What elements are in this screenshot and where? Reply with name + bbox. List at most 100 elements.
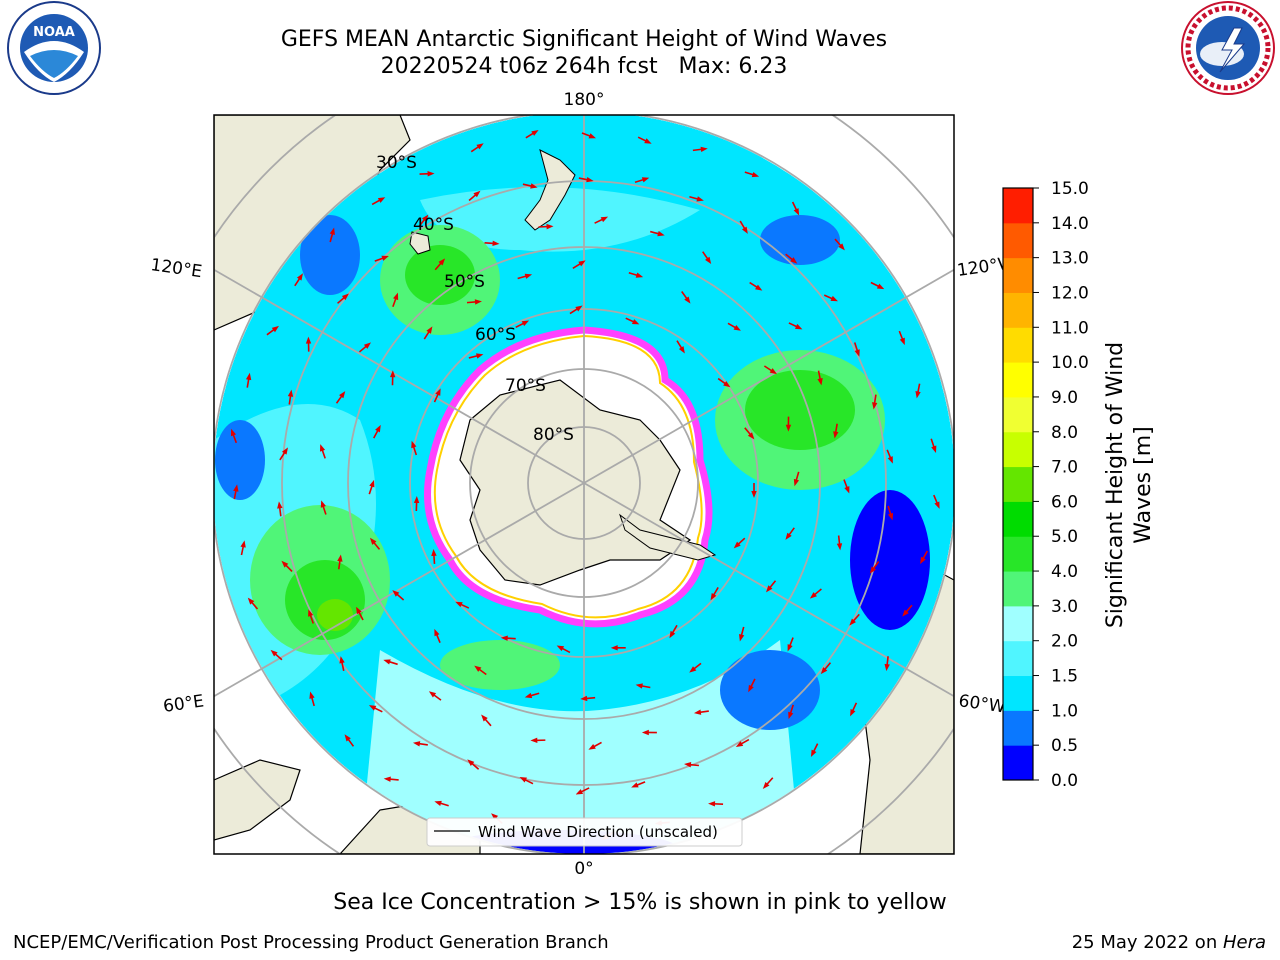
graticule — [214, 115, 954, 854]
colorbar-tick-label: 9.0 — [1051, 388, 1078, 408]
colorbar-swatch — [1003, 571, 1033, 607]
wave-direction-arrowhead — [887, 456, 893, 464]
colorbar-tick-label: 1.5 — [1051, 667, 1078, 687]
wave-direction-arrowhead — [426, 326, 433, 334]
wave-direction-arrowhead — [741, 226, 748, 234]
wave-direction-arrowhead — [339, 656, 345, 664]
wave-direction-arrowhead — [434, 800, 442, 806]
wave-direction-arrowhead — [669, 630, 676, 639]
wave-direction-arrowhead — [435, 388, 441, 396]
wave-direction-arrowhead — [434, 628, 440, 637]
wave-direction-arrowhead — [556, 645, 565, 652]
wave-direction-arrowhead — [678, 346, 685, 354]
wave-direction-arrowhead — [810, 749, 817, 758]
wave-direction-arrowhead — [320, 500, 326, 508]
colorbar-swatch — [1003, 362, 1033, 398]
colorbar-swatch — [1003, 327, 1033, 363]
wave-direction-arrowhead — [751, 171, 760, 178]
wave-direction-arrowhead — [705, 256, 712, 265]
wave-direction-arrowhead — [369, 537, 377, 545]
wave-direction-arrowhead — [287, 389, 294, 397]
colorbar-swatch — [1003, 710, 1033, 746]
wave-direction-arrowhead — [887, 512, 894, 521]
wave-direction-arrowhead — [575, 789, 584, 795]
colorbar-ticks: 0.0 0.5 1.0 1.5 2.0 3.0 4.0 5.0 6.0 7.0 8.0 9.0 10.0… — [1033, 179, 1089, 791]
wave-direction-arrowhead — [421, 214, 429, 222]
wave-direction-arrowhead — [339, 391, 346, 399]
colorbar-swatch — [1003, 257, 1033, 293]
wave-direction-arrowhead — [785, 424, 792, 432]
wave-direction-arrowhead — [500, 635, 508, 641]
colorbar-tick-label: 1.0 — [1051, 701, 1078, 721]
wave-direction-arrowhead — [635, 272, 644, 278]
wave-direction-arrowhead — [884, 663, 890, 672]
wave-direction-arrowhead — [766, 585, 773, 593]
wave-direction-arrowhead — [747, 432, 755, 440]
wave-direction-arrowhead — [492, 240, 500, 247]
wave-direction-arrowhead — [230, 428, 237, 437]
wave-direction-arrowhead — [931, 445, 937, 454]
wave-direction-arrowhead — [413, 495, 420, 504]
wave-direction-arrowhead — [467, 759, 475, 766]
wave-direction-arrowhead — [790, 257, 798, 264]
wave-direction-arrowhead — [481, 714, 488, 722]
wave-direction-arrowhead — [833, 431, 839, 439]
wave-direction-arrowhead — [751, 491, 757, 498]
wave-direction-arrowhead — [644, 138, 652, 144]
wave-direction-arrowhead — [600, 216, 609, 223]
wave-direction-arrowhead — [794, 323, 803, 330]
wave-direction-arrowhead — [474, 299, 482, 305]
map-frame — [213, 114, 955, 855]
wave-direction-arrowhead — [344, 734, 351, 742]
wave-direction-arrowhead — [902, 609, 909, 617]
colorbar-label-line2: Waves [m] — [1131, 426, 1156, 543]
wave-direction-arrowhead — [375, 424, 381, 433]
wave-direction-arrowhead — [270, 649, 278, 657]
wave-direction-arrowhead — [820, 667, 828, 675]
colorbar-tick-label: 6.0 — [1051, 492, 1078, 512]
wave-direction-arrowhead — [588, 743, 596, 750]
colorbar-swatch — [1003, 188, 1033, 224]
wave-direction-arrowhead — [337, 554, 343, 562]
wave-direction-arrowhead — [844, 486, 850, 494]
wave-direction-arrowhead — [383, 659, 391, 665]
colorbar-tick-label: 8.0 — [1051, 423, 1078, 443]
wave-direction-arrowhead — [491, 813, 499, 820]
colorbar-tick-label: 11.0 — [1051, 318, 1089, 338]
wave-direction-arrowhead — [233, 484, 239, 492]
colorbar-swatch — [1003, 431, 1033, 468]
colorbar-swatch — [1003, 640, 1033, 677]
wave-direction-arrowhead — [245, 372, 252, 381]
colorbar-swatch — [1003, 536, 1033, 572]
colorbar-swatch — [1003, 501, 1033, 537]
colorbar-tick-label: 13.0 — [1051, 249, 1089, 269]
wave-direction-arrowhead — [689, 666, 697, 673]
wave-direction-arrowhead — [281, 560, 289, 568]
wave-direction-arrowhead — [281, 447, 289, 455]
wave-direction-arrowhead — [723, 381, 731, 388]
wave-direction-arrowhead — [530, 737, 538, 744]
wave-direction-arrowhead — [247, 597, 255, 605]
colorbar-tick-label: 15.0 — [1051, 179, 1089, 199]
wave-direction-arrowhead — [788, 711, 794, 720]
lat-label-80s: 80°S — [533, 425, 574, 445]
wave-direction-arrowhead — [899, 337, 905, 346]
wave-direction-arrowhead — [524, 273, 533, 279]
colorbar-tick-label: 0.0 — [1051, 771, 1078, 791]
wave-direction-arrowhead — [700, 146, 708, 153]
footer-credit: NCEP/EMC/Verification Post Processing Pr… — [13, 932, 609, 953]
wave-direction-arrowhead — [708, 801, 716, 807]
lat-label-40s: 40°S — [413, 215, 454, 235]
wave-direction-arrowhead — [915, 391, 921, 399]
wave-direction-arrowhead — [530, 183, 538, 189]
wave-direction-arrowhead — [546, 223, 554, 230]
wave-direction-arrowhead — [850, 708, 856, 717]
nws-logo — [1181, 1, 1275, 95]
wave-direction-arrowhead — [610, 645, 618, 651]
colorbar-swatch — [1003, 466, 1033, 502]
wave-direction-arrowhead — [735, 741, 744, 747]
wave-direction-arrowhead — [474, 665, 482, 672]
wave-direction-arrowhead — [368, 705, 377, 711]
map-legend — [426, 817, 743, 847]
wave-direction-arrowhead — [305, 336, 312, 344]
